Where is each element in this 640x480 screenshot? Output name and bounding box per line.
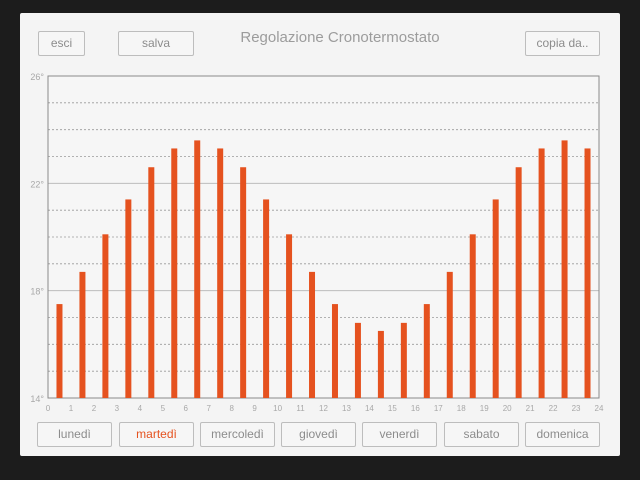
temperature-bar[interactable] [515,167,522,398]
x-tick-label: 18 [457,404,466,413]
temperature-bar[interactable] [331,304,338,398]
y-tick-label: 18° [30,287,44,297]
temperature-bar[interactable] [194,140,201,398]
temperature-bar[interactable] [263,199,270,398]
save-button[interactable]: salva [118,31,194,56]
x-tick-label: 6 [184,404,189,413]
x-tick-label: 4 [138,404,143,413]
y-tick-label: 26° [30,72,44,82]
x-tick-label: 1 [69,404,74,413]
temperature-bar[interactable] [102,234,109,398]
x-tick-label: 15 [388,404,397,413]
x-tick-label: 5 [161,404,166,413]
x-tick-label: 3 [115,404,120,413]
y-tick-label: 22° [30,179,44,189]
temperature-bar[interactable] [538,148,545,398]
x-tick-label: 21 [526,404,535,413]
temperature-bar[interactable] [286,234,293,398]
copy-from-button[interactable]: copia da.. [525,31,600,56]
x-tick-label: 17 [434,404,443,413]
temperature-bar[interactable] [377,330,384,398]
x-tick-label: 2 [92,404,97,413]
day-tab-0[interactable]: lunedì [37,422,112,447]
temperature-bar[interactable] [423,304,430,398]
x-tick-label: 19 [480,404,489,413]
temperature-bar[interactable] [171,148,178,398]
x-tick-label: 23 [572,404,581,413]
plot-frame [47,75,600,399]
x-tick-label: 0 [46,404,51,413]
x-tick-label: 8 [229,404,234,413]
x-tick-label: 13 [342,404,351,413]
x-tick-label: 22 [549,404,558,413]
temperature-bar[interactable] [148,167,155,398]
day-tab-1[interactable]: martedì [119,422,194,447]
temperature-bar[interactable] [56,304,63,398]
x-tick-label: 10 [273,404,282,413]
day-tab-4[interactable]: venerdì [362,422,437,447]
day-tab-5[interactable]: sabato [444,422,519,447]
y-tick-label: 14° [30,394,44,404]
page-title: Regolazione Cronotermostato [240,29,440,46]
temperature-bar[interactable] [469,234,476,398]
x-tick-label: 11 [296,404,305,413]
x-tick-label: 7 [206,404,211,413]
temperature-bar[interactable] [125,199,132,398]
exit-button[interactable]: esci [38,31,85,56]
temperature-bar[interactable] [354,322,361,398]
temperature-bar[interactable] [79,271,86,398]
day-tab-2[interactable]: mercoledì [200,422,275,447]
temperature-bar[interactable] [492,199,499,398]
temperature-bar[interactable] [309,271,316,398]
temperature-bar[interactable] [217,148,224,398]
plot-area [48,76,599,398]
temperature-bar[interactable] [446,271,453,398]
x-tick-label: 12 [319,404,328,413]
temperature-bar[interactable] [400,322,407,398]
day-tab-3[interactable]: giovedì [281,422,356,447]
x-tick-label: 9 [252,404,257,413]
temperature-bar[interactable] [561,140,568,398]
temperature-bar[interactable] [240,167,247,398]
x-tick-label: 16 [411,404,420,413]
temperature-bar[interactable] [584,148,591,398]
x-tick-label: 24 [595,404,604,413]
x-tick-label: 14 [365,404,374,413]
x-tick-label: 20 [503,404,512,413]
day-tab-6[interactable]: domenica [525,422,600,447]
